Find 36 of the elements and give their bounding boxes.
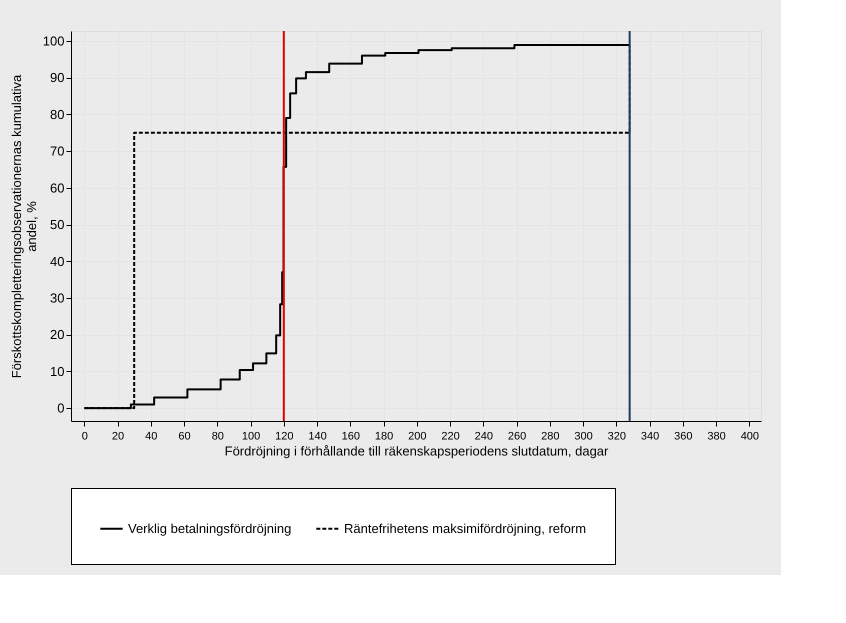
x-tick-label: 0 [82,430,88,442]
x-tick-label: 280 [541,430,560,442]
y-tick-label: 80 [50,106,64,122]
y-tick-label: 100 [42,33,64,48]
x-tick-label: 400 [740,430,760,442]
y-tick-label: 10 [50,364,64,379]
x-tick-label: 220 [441,430,460,442]
y-tick-label: 0 [57,400,64,416]
x-tick-label: 260 [508,430,526,442]
x-tick-label: 60 [178,430,191,442]
x-tick-label: 240 [474,430,494,442]
x-tick-label: 20 [112,430,124,442]
y-tick-label: 60 [50,180,64,196]
legend-label: Räntefrihetens maksimifördröjning, reform [344,520,586,536]
x-tick-label: 320 [608,430,626,442]
y-tick-label: 40 [50,254,64,269]
x-tick-label: 200 [408,430,427,442]
x-tick-label: 40 [145,430,158,442]
x-tick-label: 160 [342,430,360,442]
x-axis-title: Fördröjning i förhållande till räkenskapsperiodens slutdatum, dagar [224,444,610,458]
x-tick-label: 80 [212,430,224,442]
legend-label: Verklig betalningsfördröjning [128,520,292,536]
x-tick-label: 340 [640,430,660,442]
y-tick-label: 90 [50,70,64,86]
x-tick-label: 100 [242,430,260,442]
x-tick-label: 360 [674,430,693,442]
x-tick-label: 180 [374,430,394,442]
y-tick-label: 70 [50,144,64,159]
y-tick-label: 50 [50,217,64,232]
x-tick-label: 380 [707,430,726,442]
y-axis-title: Förskottskompletteringsobservationernas kumulativa andel, % [8,74,39,378]
y-tick-label: 20 [50,327,64,342]
x-tick-label: 300 [574,430,593,442]
y-tick-label: 30 [50,290,64,306]
x-tick-label: 140 [308,430,327,442]
x-tick-label: 120 [275,430,294,442]
